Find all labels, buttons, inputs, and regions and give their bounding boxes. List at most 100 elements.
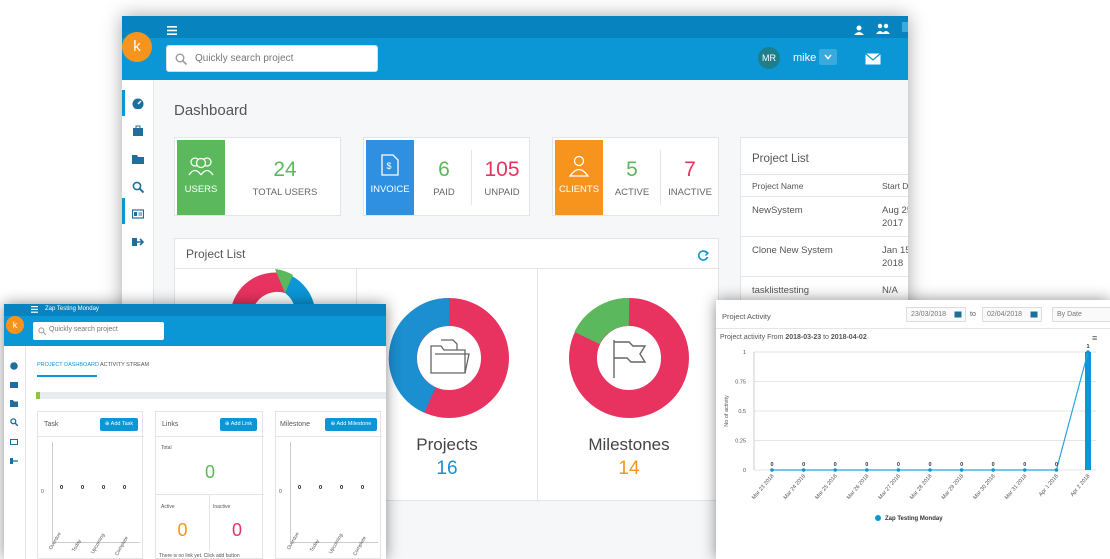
milestones-donut-chart — [569, 298, 689, 418]
users-group-icon[interactable] — [876, 21, 890, 34]
table-row-start: N/A — [882, 285, 898, 296]
briefcase-icon[interactable] — [132, 125, 144, 137]
date-from-input[interactable]: 23/03/2018 — [906, 307, 966, 322]
task-value: 0 — [123, 485, 127, 491]
milestone-value: 0 — [340, 485, 344, 491]
inactive-label: INACTIVE — [668, 187, 712, 198]
milestone-pane: Milestone ⊕ Add Milestone 0 0 0 0 0 Over… — [275, 411, 382, 559]
links-total-label: Total — [161, 445, 172, 451]
milestone-tick: Upcoming — [328, 532, 345, 555]
add-link-button[interactable]: ⊕ Add Link — [220, 418, 257, 431]
unpaid-label: UNPAID — [484, 187, 520, 198]
table-row-start: Jan 15 — [882, 245, 908, 256]
legend-label: Zap Testing Monday — [885, 516, 943, 522]
data-point — [896, 468, 901, 472]
x-tick-label: Apr 2 2018 — [1070, 473, 1092, 497]
flag-icon — [613, 340, 647, 378]
links-pane: Links ⊕ Add Link Total 0 Active 0 Inacti… — [155, 411, 264, 559]
top-strip — [122, 16, 908, 38]
extra-icon[interactable] — [902, 22, 908, 32]
id-card-icon[interactable] — [132, 208, 144, 220]
data-point — [801, 468, 806, 472]
data-point — [1054, 468, 1059, 472]
chevron-down-icon — [824, 54, 832, 60]
invoice-icon: $ — [381, 154, 399, 176]
milestone-title: Milestone — [280, 421, 310, 428]
search-icon[interactable] — [10, 418, 18, 426]
users-stat-card[interactable]: USERS 24 TOTAL USERS — [174, 137, 341, 216]
links-note: There is no link yet. Click add button — [159, 553, 240, 559]
sign-out-icon[interactable] — [132, 236, 144, 248]
search-icon[interactable] — [132, 181, 144, 193]
app-logo: k — [6, 316, 24, 334]
sidebar — [4, 346, 26, 559]
y-axis-label: No of activity — [724, 395, 730, 427]
activity-title: Project Activity — [722, 312, 771, 321]
w2-strip — [4, 304, 386, 316]
clients-tile-label: CLIENTS — [558, 184, 600, 195]
activity-subtitle: Project activity From 2018-03-23 to 2018… — [720, 334, 867, 341]
user-name[interactable]: mike — [793, 52, 817, 64]
briefcase-icon[interactable] — [10, 380, 18, 388]
links-inactive: 0 — [231, 520, 242, 540]
calendar-icon[interactable] — [954, 310, 962, 318]
data-label: 0 — [1023, 462, 1026, 468]
add-task-button[interactable]: ⊕ Add Task — [100, 418, 138, 431]
dashboard-icon[interactable] — [10, 362, 18, 370]
clients-stat-card[interactable]: CLIENTS 5 ACTIVE 7 INACTIVE — [552, 137, 719, 216]
search-icon — [175, 53, 187, 65]
id-card-icon[interactable] — [10, 438, 18, 446]
data-point — [770, 468, 774, 472]
activity-chart: 0 0.25 0.5 0.75 1 No of activity 0 0 0 0 0 0 0 0 0 0 1 Ma… — [724, 344, 1096, 522]
user-dropdown[interactable] — [819, 49, 837, 65]
progress-bar — [36, 392, 386, 399]
task-pane: Task ⊕ Add Task 0 0 0 0 0 Overdue Today … — [37, 411, 144, 559]
avatar[interactable]: MR — [758, 47, 780, 69]
project-dashboard-window: Zap Testing Monday k Quickly search proj… — [4, 304, 386, 559]
sign-out-icon[interactable] — [10, 457, 18, 465]
y-tick-label: 0.25 — [735, 439, 746, 445]
inactive-count: 7 — [684, 158, 696, 181]
links-inactive-label: Inactive — [213, 504, 231, 510]
task-title: Task — [44, 421, 59, 428]
table-row-name[interactable]: NewSystem — [752, 205, 803, 216]
app-logo: k — [122, 32, 152, 62]
client-icon — [568, 155, 590, 177]
date-to-input[interactable]: 02/04/2018 — [982, 307, 1042, 322]
menu-icon[interactable] — [31, 306, 38, 313]
x-tick-label: Apr 1 2018 — [1038, 473, 1060, 497]
table-row-name[interactable]: Clone New System — [752, 245, 833, 256]
tab-activity-stream[interactable]: ACTIVITY STREAM — [100, 362, 150, 368]
data-point — [928, 468, 932, 472]
folder-icon[interactable] — [10, 399, 18, 407]
envelope-icon[interactable] — [865, 52, 881, 65]
chart-menu-icon[interactable]: ≡ — [1092, 333, 1098, 343]
data-point — [1023, 468, 1027, 472]
tab-project-dashboard[interactable]: PROJECT DASHBOARD — [37, 362, 99, 368]
calendar-icon[interactable] — [1030, 310, 1038, 318]
project-list-table: Project List Project Name Start D NewSys… — [740, 137, 908, 322]
paid-label: PAID — [433, 187, 455, 198]
invoice-stat-card[interactable]: $ INVOICE 6 PAID 105 UNPAID — [363, 137, 530, 216]
unpaid-count: 105 — [484, 158, 520, 181]
x-tick-label: Mar 26 2018 — [846, 473, 870, 501]
project-activity-window: Project Activity 23/03/2018 to 02/04/201… — [716, 300, 1110, 559]
folder-icon[interactable] — [132, 153, 144, 165]
milestone-tick: Complete — [352, 535, 368, 557]
clients-tile: CLIENTS — [555, 140, 603, 215]
dashboard-icon[interactable] — [132, 97, 144, 109]
to-label: to — [970, 311, 976, 318]
table-row-name[interactable]: tasklisttesting — [752, 285, 810, 296]
data-label: 0 — [928, 462, 931, 468]
x-tick-label: Mar 30 2018 — [972, 473, 996, 501]
data-point — [865, 468, 869, 472]
add-milestone-button[interactable]: ⊕ Add Milestone — [325, 418, 377, 431]
links-active: 0 — [177, 520, 188, 540]
menu-icon[interactable] — [167, 22, 177, 35]
user-icon[interactable] — [854, 22, 864, 35]
refresh-icon[interactable] — [697, 249, 709, 261]
group-by-select[interactable]: By Date — [1052, 307, 1110, 322]
total-users-count: 24 — [273, 158, 297, 181]
search-input[interactable]: Quickly search project — [166, 45, 378, 72]
search-input[interactable]: Quickly search project — [33, 322, 164, 340]
